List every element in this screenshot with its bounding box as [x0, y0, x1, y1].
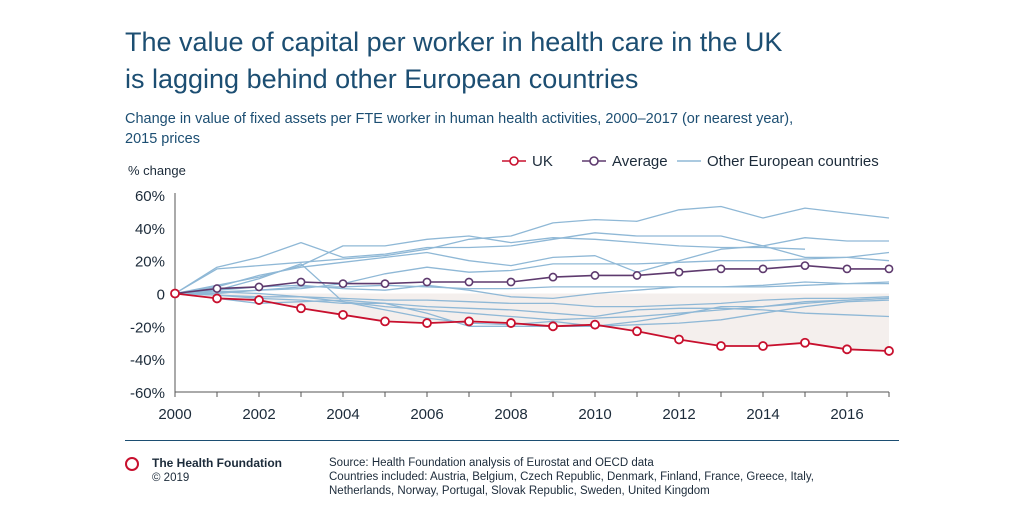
y-axis-label: % change [128, 163, 186, 178]
x-tick-label: 2000 [158, 406, 191, 423]
average-point [338, 279, 348, 289]
uk-point [170, 288, 180, 299]
logo-circle-icon [125, 457, 139, 471]
x-tick-label: 2006 [410, 406, 443, 423]
average-point [506, 277, 516, 287]
average-point [842, 264, 852, 274]
average-point [716, 264, 726, 274]
chart-subtitle: Change in value of fixed assets per FTE … [125, 109, 885, 149]
line-chart: % change 60% 40% 20% 0 -20% -40% -60% 2000 2002 2… [128, 153, 894, 423]
chart-title: The value of capital per worker in healt… [125, 24, 925, 98]
x-tick-label: 2002 [242, 406, 275, 423]
y-tick-label: 60% [135, 188, 165, 205]
uk-point [464, 316, 474, 327]
x-tick-label: 2016 [830, 406, 863, 423]
uk-point [800, 337, 810, 348]
uk-point [338, 309, 348, 320]
uk-point [254, 295, 264, 305]
average-point [296, 277, 306, 287]
y-tick-label: -20% [130, 319, 165, 336]
uk-point [380, 316, 390, 327]
footer-divider [125, 440, 899, 441]
average-line [174, 264, 889, 295]
uk-point [590, 319, 600, 330]
chart-subtitle-line-2: 2015 prices [125, 131, 200, 147]
chart-subtitle-line-1: Change in value of fixed assets per FTE … [125, 111, 794, 127]
x-tick-label: 2012 [662, 406, 695, 423]
legend-average-label: Average [612, 153, 668, 170]
x-tick-label: 2014 [746, 406, 779, 423]
countries-line-2: Netherlands, Norway, Portugal, Slovak Re… [329, 485, 710, 497]
average-point [254, 282, 264, 292]
average-point [884, 264, 894, 274]
copyright: © 2019 [152, 472, 190, 484]
uk-point [758, 341, 768, 351]
other-country-line [174, 281, 889, 300]
average-point [632, 271, 642, 280]
average-point [800, 261, 810, 270]
x-tick-label: 2010 [578, 406, 611, 423]
y-tick-label: -60% [130, 385, 165, 402]
x-tick-label: 2008 [494, 406, 527, 423]
x-tick-label: 2004 [326, 406, 359, 423]
other-country-line [174, 245, 890, 295]
average-point [380, 279, 390, 289]
average-point [548, 272, 558, 282]
y-tick-label: 20% [135, 254, 165, 271]
other-country-line [175, 251, 890, 295]
average-point [674, 267, 684, 277]
uk-line [174, 292, 890, 352]
y-tick-label: 40% [135, 221, 165, 238]
uk-point [674, 334, 684, 345]
uk-point [632, 326, 642, 337]
average-point [758, 264, 768, 274]
uk-point [422, 318, 432, 328]
countries-line-1: Countries included: Austria, Belgium, Cz… [329, 471, 814, 483]
legend-uk-label: UK [532, 153, 553, 170]
uk-point [212, 293, 222, 304]
uk-point [842, 344, 852, 355]
y-tick-label: 0 [157, 287, 165, 304]
other-country-line [174, 291, 890, 321]
source-text: Source: Health Foundation analysis of Eu… [329, 457, 654, 469]
average-point [422, 277, 432, 287]
chart-title-line-2: is lagging behind other European countri… [125, 64, 639, 94]
average-point [464, 277, 474, 287]
other-country-line [174, 232, 889, 295]
source-note: Source: Health Foundation analysis of Eu… [329, 456, 889, 498]
uk-point [296, 303, 306, 314]
average-point [212, 284, 222, 293]
legend-other-countries-label: Other European countries [707, 153, 879, 170]
other-country-line [174, 205, 890, 295]
average-point [590, 271, 600, 280]
uk-point [716, 341, 726, 351]
legend-uk-marker [509, 156, 519, 166]
y-tick-label: -40% [130, 352, 165, 369]
uk-point [548, 321, 558, 332]
uk-point [884, 346, 894, 356]
other-country-line [174, 292, 890, 318]
legend-average-marker [589, 156, 599, 166]
logo-name: The Health Foundation [152, 456, 282, 470]
other-country-line [174, 292, 890, 327]
uk-point [506, 318, 516, 328]
chart-title-line-1: The value of capital per worker in healt… [125, 27, 783, 57]
other-country-line [174, 281, 890, 295]
